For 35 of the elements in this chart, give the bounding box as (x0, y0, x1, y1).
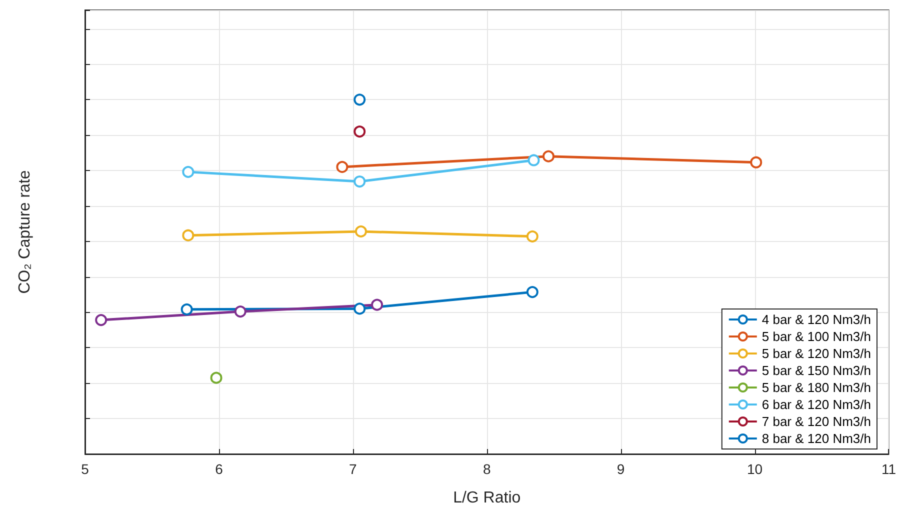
x-tick-label: 10 (746, 461, 763, 477)
point (528, 154, 540, 166)
point (354, 126, 366, 138)
legend-label: 4 bar & 120 Nm3/h (762, 312, 872, 327)
x-tick-label: 6 (215, 461, 224, 477)
point (750, 156, 762, 168)
point (234, 306, 246, 318)
point (542, 150, 554, 162)
legend-label: 5 bar & 120 Nm3/h (762, 346, 872, 361)
point (354, 225, 367, 238)
legend-label: 7 bar & 120 Nm3/h (762, 414, 872, 429)
legend-label: 8 bar & 120 Nm3/h (762, 431, 872, 446)
legend-label: 5 bar & 180 Nm3/h (762, 380, 872, 395)
x-axis-title: L/G Ratio (453, 490, 521, 506)
point (354, 94, 366, 106)
legend-label: 5 bar & 150 Nm3/h (762, 363, 872, 378)
point (182, 229, 194, 242)
point (371, 298, 384, 311)
point (95, 314, 108, 326)
x-tick-label: 9 (616, 461, 625, 477)
y-axis-title: CO₂ Capture rate (16, 170, 34, 294)
x-tick-label: 7 (349, 461, 358, 477)
point (526, 286, 538, 298)
point (180, 303, 193, 316)
legend-label: 6 bar & 120 Nm3/h (762, 397, 872, 412)
point (182, 166, 194, 178)
legend-label: 5 bar & 100 Nm3/h (762, 329, 872, 344)
x-tick-label: 11 (881, 461, 896, 477)
point (354, 302, 366, 315)
point (354, 176, 366, 188)
x-tick-label: 5 (81, 461, 90, 477)
x-tick-label: 8 (482, 461, 491, 477)
point (526, 230, 538, 242)
point (210, 372, 222, 384)
point (336, 160, 348, 173)
